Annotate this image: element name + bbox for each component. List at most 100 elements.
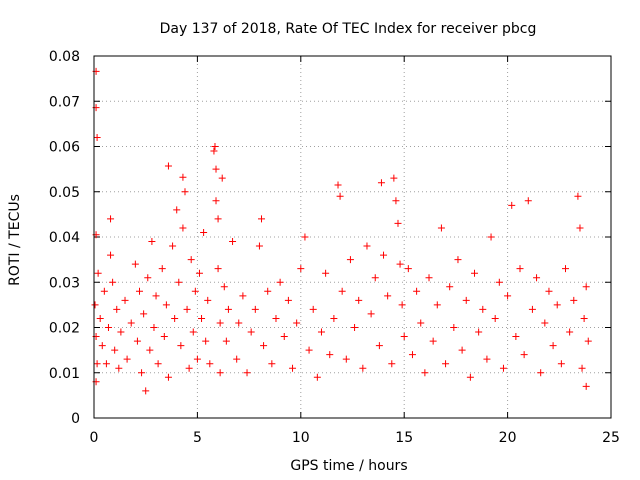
data-point <box>235 319 243 327</box>
data-point <box>268 360 276 368</box>
data-point <box>229 238 237 246</box>
data-point <box>164 162 172 170</box>
data-point <box>466 373 474 381</box>
data-point <box>330 314 338 322</box>
y-axis-label: ROTI / TECUs <box>7 194 23 286</box>
y-tick-label: 0.03 <box>49 275 80 291</box>
data-point <box>499 364 507 372</box>
x-tick-label: 20 <box>499 430 517 446</box>
data-point <box>471 269 479 277</box>
data-point <box>94 269 102 277</box>
data-point <box>280 333 288 341</box>
data-point <box>578 364 586 372</box>
data-point <box>195 269 203 277</box>
data-point <box>582 283 590 291</box>
data-point <box>336 192 344 200</box>
data-point <box>264 287 272 295</box>
y-tick-label: 0.05 <box>49 185 80 201</box>
data-point <box>104 324 112 331</box>
data-point <box>113 305 121 313</box>
data-point <box>127 319 135 327</box>
data-point <box>487 233 495 241</box>
x-axis-label: GPS time / hours <box>290 458 407 474</box>
data-point <box>421 369 429 377</box>
data-point <box>289 364 297 372</box>
data-point <box>189 328 197 336</box>
data-point <box>191 287 199 295</box>
data-point <box>566 328 574 336</box>
data-point <box>164 373 172 381</box>
data-point <box>293 319 301 327</box>
data-point <box>222 337 230 345</box>
data-point <box>479 305 487 313</box>
y-tick-label: 0.06 <box>49 140 80 156</box>
data-point <box>154 360 162 368</box>
data-point <box>359 364 367 372</box>
data-point <box>152 292 160 300</box>
y-tick-labels: 0 0.01 0.02 0.03 0.04 0.05 0.06 0.07 0.08 <box>49 49 80 427</box>
data-point <box>317 328 325 336</box>
data-point <box>425 274 433 282</box>
data-point <box>483 355 491 363</box>
data-point <box>475 328 483 336</box>
data-point <box>388 360 396 368</box>
data-point <box>508 201 516 209</box>
data-point <box>212 165 220 173</box>
data-point <box>574 192 582 200</box>
data-point <box>177 342 185 350</box>
x-tick-labels: 0 5 10 15 20 25 <box>90 430 620 446</box>
data-point <box>216 319 224 327</box>
data-point <box>243 369 251 377</box>
data-point <box>183 305 191 313</box>
data-point <box>516 265 524 273</box>
plot-frame <box>93 55 612 419</box>
data-point <box>150 324 158 331</box>
data-point <box>218 174 226 182</box>
data-point <box>570 296 578 304</box>
data-point <box>582 382 590 390</box>
y-tick-label: 0 <box>71 411 80 427</box>
data-point <box>326 351 334 359</box>
y-tick-label: 0.07 <box>49 94 80 110</box>
data-point <box>144 274 152 282</box>
data-point <box>211 143 219 150</box>
data-point <box>562 265 570 273</box>
data-point <box>437 224 445 232</box>
data-point <box>98 342 106 350</box>
data-point <box>284 296 292 304</box>
data-point <box>301 233 309 241</box>
data-point <box>520 351 528 359</box>
data-point <box>212 197 220 205</box>
data-point <box>115 364 123 372</box>
data-point <box>247 328 255 336</box>
data-point <box>400 333 408 341</box>
data-point <box>175 278 183 286</box>
data-point <box>216 369 224 377</box>
y-tick-label: 0.08 <box>49 49 80 65</box>
data-point <box>384 292 392 300</box>
data-point <box>202 337 210 345</box>
data-point <box>454 256 462 264</box>
x-tick-label: 5 <box>193 430 202 446</box>
data-points <box>91 67 592 395</box>
data-point <box>102 360 110 368</box>
data-point <box>504 292 512 300</box>
data-point <box>351 324 359 331</box>
data-point <box>313 373 321 381</box>
data-point <box>148 238 156 246</box>
x-tick-label: 25 <box>602 430 620 446</box>
data-point <box>346 256 354 264</box>
data-point <box>109 278 117 286</box>
data-point <box>107 215 115 223</box>
data-point <box>185 364 193 372</box>
y-tick-label: 0.04 <box>49 230 80 246</box>
data-point <box>355 296 363 304</box>
data-point <box>390 174 398 182</box>
data-point <box>297 265 305 273</box>
data-point <box>214 215 222 223</box>
data-point <box>512 333 520 341</box>
data-point <box>584 337 592 345</box>
data-point <box>131 260 139 268</box>
data-point <box>210 147 218 155</box>
